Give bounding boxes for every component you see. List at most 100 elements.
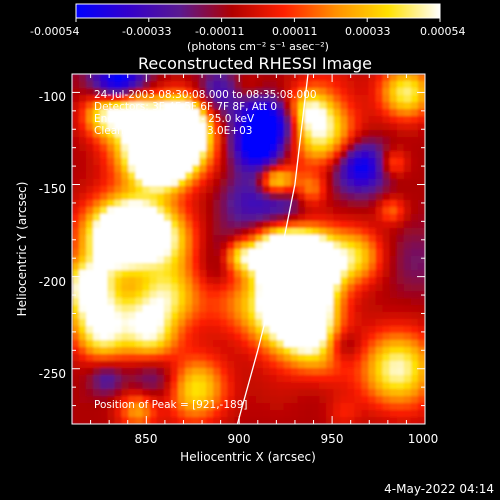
heatmap-cell xyxy=(410,193,419,201)
heatmap-cell xyxy=(262,382,271,390)
heatmap-cell xyxy=(192,200,200,208)
heatmap-cell xyxy=(361,81,370,89)
heatmap-cell xyxy=(220,389,228,397)
heatmap-cell xyxy=(375,333,384,341)
heatmap-cell xyxy=(213,277,221,285)
heatmap-cell xyxy=(354,186,363,194)
heatmap-cell xyxy=(312,270,320,278)
heatmap-cell xyxy=(305,389,313,397)
heatmap-cell xyxy=(170,95,179,103)
heatmap-cell xyxy=(135,319,144,327)
heatmap-cell xyxy=(248,298,257,306)
heatmap-cell xyxy=(156,235,165,243)
heatmap-cell xyxy=(156,81,165,89)
heatmap-cell xyxy=(234,74,243,82)
heatmap-cell xyxy=(156,312,165,320)
heatmap-cell xyxy=(72,277,80,285)
heatmap-cell xyxy=(107,151,115,159)
heatmap-cell xyxy=(297,396,306,404)
heatmap-cell xyxy=(368,305,377,313)
heatmap-cell xyxy=(410,109,419,117)
heatmap-cell xyxy=(255,368,264,376)
heatmap-cell xyxy=(410,102,419,110)
heatmap-cell xyxy=(79,102,87,110)
heatmap-cell xyxy=(255,235,264,243)
heatmap-cell xyxy=(93,263,101,271)
heatmap-cell xyxy=(156,403,165,411)
heatmap-cell xyxy=(86,417,94,424)
heatmap-cell xyxy=(269,116,278,124)
heatmap-cell xyxy=(255,109,264,117)
heatmap-cell xyxy=(227,389,235,397)
heatmap-cell xyxy=(326,263,334,271)
heatmap-cell xyxy=(333,158,341,166)
heatmap-cell xyxy=(382,403,391,411)
heatmap-cell xyxy=(135,270,144,278)
heatmap-cell xyxy=(79,144,87,152)
heatmap-cell xyxy=(227,88,235,96)
heatmap-cell xyxy=(114,144,123,152)
heatmap-cell xyxy=(72,74,80,82)
heatmap-cell xyxy=(396,109,405,117)
heatmap-cell xyxy=(163,95,172,103)
heatmap-cell xyxy=(100,305,108,313)
heatmap-cell xyxy=(382,417,391,424)
heatmap-cell xyxy=(234,130,243,138)
heatmap-cell xyxy=(361,305,370,313)
heatmap-cell xyxy=(149,95,158,103)
heatmap-cell xyxy=(361,186,370,194)
heatmap-cell xyxy=(192,109,200,117)
heatmap-cell xyxy=(248,95,257,103)
heatmap-cell xyxy=(347,242,355,250)
heatmap-cell xyxy=(375,319,384,327)
heatmap-cell xyxy=(156,298,165,306)
heatmap-cell xyxy=(86,382,94,390)
heatmap-cell xyxy=(354,368,363,376)
heatmap-cell xyxy=(347,151,355,159)
heatmap-cell xyxy=(425,312,433,320)
heatmap-cell xyxy=(100,319,108,327)
heatmap-cell xyxy=(333,137,341,145)
heatmap-cell xyxy=(276,326,285,334)
heatmap-cell xyxy=(389,74,398,82)
heatmap-cell xyxy=(177,165,186,173)
heatmap-cell xyxy=(142,151,151,159)
heatmap-cell xyxy=(213,270,221,278)
heatmap-cell xyxy=(79,172,87,180)
heatmap-cell xyxy=(312,214,320,222)
heatmap-cell xyxy=(375,389,384,397)
heatmap-cell xyxy=(410,158,419,166)
heatmap-cell xyxy=(347,340,355,348)
heatmap-cell xyxy=(177,137,186,145)
heatmap-cell xyxy=(114,242,123,250)
heatmap-cell xyxy=(255,410,264,418)
heatmap-cell xyxy=(276,109,285,117)
heatmap-cell xyxy=(255,312,264,320)
heatmap-cell xyxy=(107,200,115,208)
heatmap-cell xyxy=(135,235,144,243)
heatmap-cell xyxy=(417,123,425,131)
heatmap-cell xyxy=(227,326,235,334)
heatmap-cell xyxy=(319,326,327,334)
heatmap-cell xyxy=(234,158,243,166)
heatmap-cell xyxy=(79,347,87,355)
heatmap-cell xyxy=(149,74,158,82)
heatmap-cell xyxy=(156,389,165,397)
heatmap-cell xyxy=(312,263,320,271)
heatmap-cell xyxy=(396,165,405,173)
heatmap-cell xyxy=(93,417,101,424)
heatmap-cell xyxy=(396,81,405,89)
heatmap-cell xyxy=(255,333,264,341)
heatmap-cell xyxy=(241,137,250,145)
heatmap-cell xyxy=(305,186,313,194)
heatmap-cell xyxy=(425,102,433,110)
heatmap-cell xyxy=(227,277,235,285)
heatmap-cell xyxy=(312,158,320,166)
heatmap-cell xyxy=(248,102,257,110)
heatmap-cell xyxy=(425,361,433,369)
heatmap-cell xyxy=(297,151,306,159)
heatmap-cell xyxy=(417,74,425,82)
heatmap-cell xyxy=(410,200,419,208)
heatmap-cell xyxy=(396,361,405,369)
heatmap-cell xyxy=(368,116,377,124)
